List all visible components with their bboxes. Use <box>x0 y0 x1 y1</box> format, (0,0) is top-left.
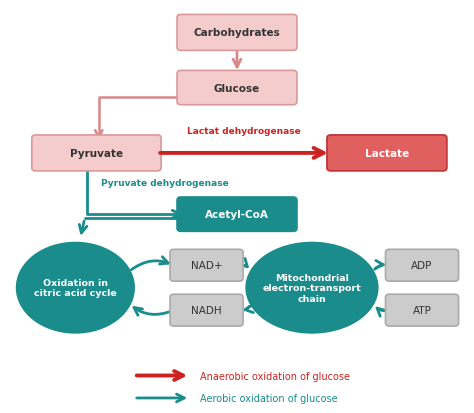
Text: NAD+: NAD+ <box>191 261 222 271</box>
Text: Glucose: Glucose <box>214 83 260 93</box>
Text: Mitochondrial
electron-transport
chain: Mitochondrial electron-transport chain <box>263 273 361 303</box>
FancyBboxPatch shape <box>170 294 243 326</box>
Text: ATP: ATP <box>412 306 431 316</box>
FancyBboxPatch shape <box>177 71 297 105</box>
Text: Aerobic oxidation of glucose: Aerobic oxidation of glucose <box>200 393 337 403</box>
Text: Carbohydrates: Carbohydrates <box>193 28 281 38</box>
Ellipse shape <box>246 243 377 333</box>
Text: Lactate: Lactate <box>365 149 409 159</box>
Text: NADH: NADH <box>191 306 222 316</box>
Text: ADP: ADP <box>411 261 433 271</box>
Text: Pyruvate: Pyruvate <box>70 149 123 159</box>
FancyBboxPatch shape <box>177 197 297 232</box>
Text: Lactat dehydrogenase: Lactat dehydrogenase <box>187 126 301 135</box>
Text: Pyruvate dehydrogenase: Pyruvate dehydrogenase <box>101 179 229 188</box>
Ellipse shape <box>17 243 134 333</box>
FancyBboxPatch shape <box>327 135 447 171</box>
FancyBboxPatch shape <box>32 135 161 171</box>
FancyBboxPatch shape <box>177 15 297 51</box>
Text: Anaerobic oxidation of glucose: Anaerobic oxidation of glucose <box>200 370 349 381</box>
FancyBboxPatch shape <box>385 250 458 282</box>
Text: Acetyl-CoA: Acetyl-CoA <box>205 210 269 220</box>
FancyBboxPatch shape <box>170 250 243 282</box>
FancyBboxPatch shape <box>385 294 458 326</box>
Text: Oxidation in
citric acid cycle: Oxidation in citric acid cycle <box>34 278 117 298</box>
